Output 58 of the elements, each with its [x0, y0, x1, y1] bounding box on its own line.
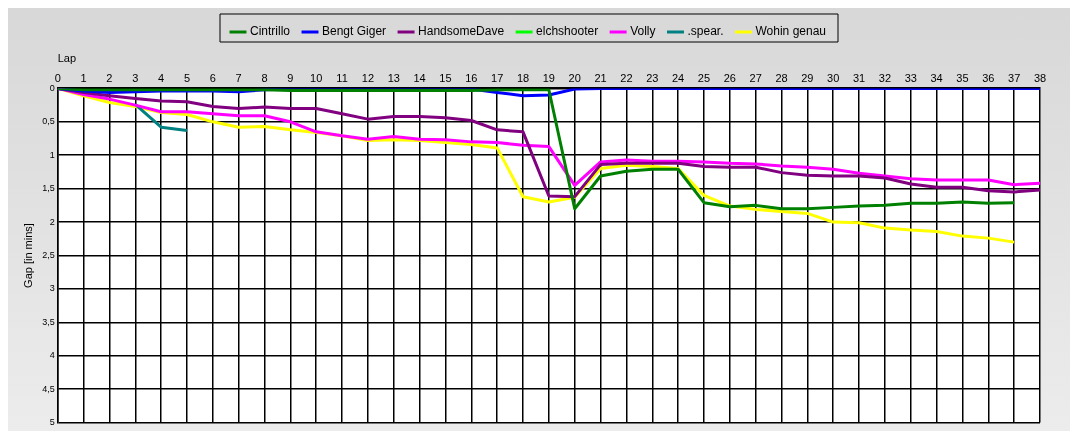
legend-label: Cintrillo: [250, 24, 291, 39]
y-tick-label: 4,5: [42, 383, 55, 394]
x-tick-label: 20: [568, 71, 581, 84]
x-tick-label: 22: [620, 71, 633, 84]
x-tick-label: 21: [594, 71, 607, 84]
legend-label: HandsomeDave: [418, 24, 505, 39]
x-tick-label: 4: [158, 71, 165, 84]
x-tick-label: 5: [183, 71, 191, 84]
y-tick-label: 1: [49, 149, 55, 160]
x-tick-label: 16: [465, 71, 478, 84]
y-tick-label: 3,5: [42, 316, 55, 327]
x-tick-label: 24: [671, 71, 685, 84]
y-tick-label: 2: [49, 216, 55, 227]
x-tick-label: 33: [904, 71, 917, 84]
x-tick-label: 28: [775, 71, 788, 84]
y-tick-label: 2,5: [42, 249, 55, 260]
x-tick-label: 26: [723, 71, 736, 84]
legend-label: elchshooter: [536, 24, 599, 39]
legend-label: Wohin genau: [755, 24, 826, 39]
x-tick-label: 30: [827, 71, 840, 84]
x-tick-label: 7: [235, 71, 242, 84]
legend-label: Bengt Giger: [322, 24, 387, 39]
x-tick-label: 11: [336, 71, 348, 84]
y-axis-title: Gap [in mins]: [21, 223, 34, 288]
y-tick-label: 0: [49, 82, 55, 93]
x-tick-label: 9: [287, 71, 294, 84]
x-tick-label: 10: [310, 71, 323, 84]
x-tick-label: 2: [106, 71, 113, 84]
x-tick-label: 13: [387, 71, 400, 84]
y-tick-label: 0,5: [42, 116, 55, 127]
x-tick-label: 6: [209, 71, 216, 84]
x-tick-label: 19: [542, 71, 555, 84]
x-tick-label: 17: [491, 71, 504, 84]
x-tick-label: 15: [439, 71, 452, 84]
x-tick-label: 35: [956, 71, 969, 84]
x-tick-label: 12: [361, 71, 375, 84]
y-tick-label: 1,5: [42, 183, 55, 194]
x-tick-label: 1: [80, 71, 87, 84]
x-axis-title: Lap: [57, 51, 77, 64]
legend-label: .spear.: [687, 24, 724, 39]
x-tick-label: 23: [646, 71, 659, 84]
legend-label: Volly: [630, 24, 656, 39]
x-tick-label: 27: [749, 71, 762, 84]
x-tick-label: 3: [132, 71, 139, 84]
x-tick-label: 8: [261, 71, 268, 84]
x-tick-label: 31: [852, 71, 866, 84]
x-tick-label: 37: [1008, 71, 1021, 84]
x-tick-label: 14: [413, 71, 426, 84]
x-tick-label: 36: [982, 71, 995, 84]
x-tick-label: 18: [516, 71, 530, 84]
y-tick-label: 3: [49, 283, 55, 294]
x-tick-label: 32: [878, 71, 892, 84]
y-tick-label: 5: [49, 417, 55, 428]
y-tick-label: 4: [49, 350, 55, 361]
x-tick-label: 25: [697, 71, 711, 84]
x-tick-label: 34: [930, 71, 943, 84]
x-tick-label: 38: [1033, 71, 1047, 84]
x-tick-label: 29: [801, 71, 814, 84]
